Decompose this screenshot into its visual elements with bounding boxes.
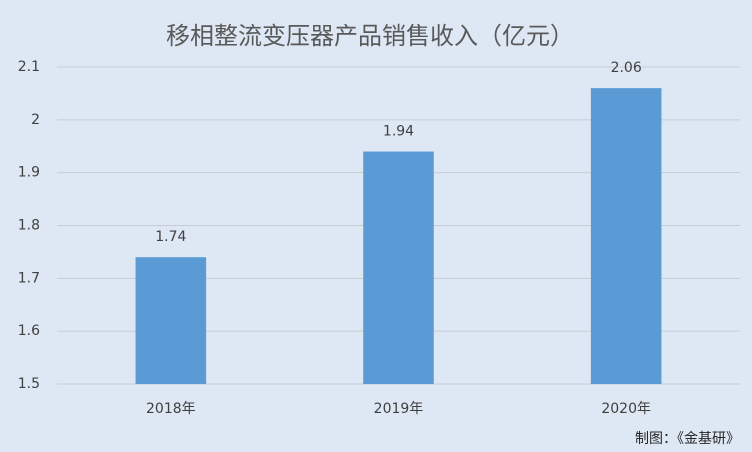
y-tick-label: 2 xyxy=(31,112,40,128)
x-tick-label: 2018年 xyxy=(146,401,196,417)
y-tick-label: 1.6 xyxy=(18,323,40,339)
bar xyxy=(135,257,207,384)
x-tick-label: 2020年 xyxy=(601,401,651,417)
y-tick-label: 1.9 xyxy=(18,165,40,181)
source-note: 制图：《金基研》 xyxy=(635,430,740,447)
y-tick-label: 2.1 xyxy=(18,59,40,75)
y-tick-label: 1.5 xyxy=(18,376,40,392)
x-tick-label: 2019年 xyxy=(374,401,424,417)
chart-title: 移相整流变压器产品销售收入（亿元） xyxy=(166,22,574,50)
value-label: 2.06 xyxy=(611,60,642,76)
value-label: 1.94 xyxy=(383,124,414,140)
bar xyxy=(590,88,662,384)
value-label: 1.74 xyxy=(155,229,186,245)
bar xyxy=(363,151,434,384)
y-tick-label: 1.7 xyxy=(18,270,40,286)
y-tick-label: 1.8 xyxy=(18,218,40,234)
